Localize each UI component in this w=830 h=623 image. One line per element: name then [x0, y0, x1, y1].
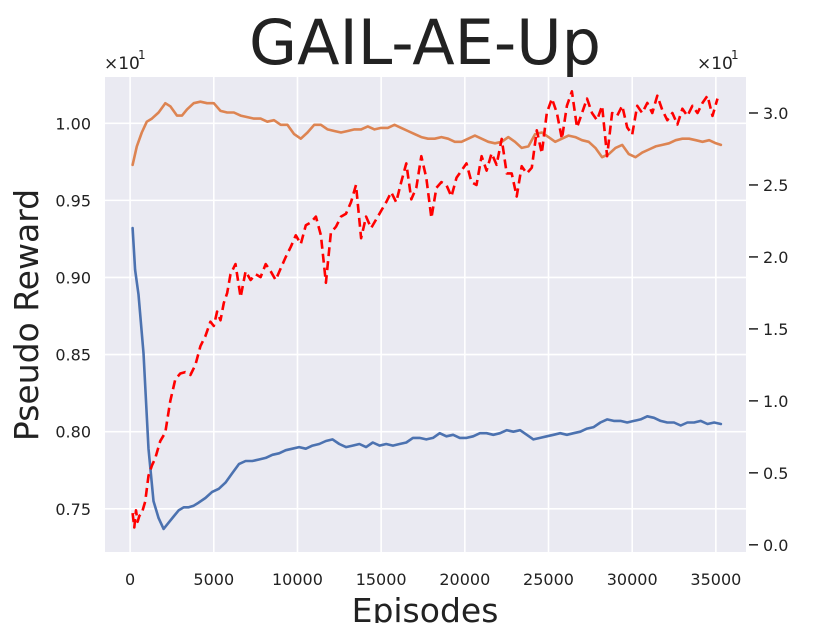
y2-tick-label: 0.0	[763, 536, 788, 555]
y-tick-label: 1.00	[55, 114, 91, 133]
x-tick-label: 10000	[272, 570, 323, 589]
left-multiplier-base: ×10	[104, 54, 140, 74]
series-lines	[131, 90, 723, 531]
series-line-1	[131, 226, 723, 531]
y2-tick-label: 1.5	[763, 320, 788, 339]
y2-tick-label: 2.5	[763, 176, 788, 195]
right-multiplier-exponent: 1	[731, 48, 739, 62]
y-axis-ticks: 0.75 0.80 0.85 0.90 0.95 1.00	[55, 114, 91, 519]
y-tick-label: 0.95	[55, 191, 91, 210]
grid	[105, 77, 746, 552]
x-tick-label: 15000	[356, 570, 407, 589]
x-tick-label: 20000	[439, 570, 490, 589]
y2-tick-label: 2.0	[763, 248, 788, 267]
y-tick-label: 0.75	[55, 500, 91, 519]
y-axis-label: Pseudo Reward	[7, 189, 46, 441]
y2-tick-label: 0.5	[763, 464, 788, 483]
left-multiplier-exponent: 1	[138, 48, 146, 62]
x-tick-label: 25000	[523, 570, 574, 589]
x-tick-label: 30000	[607, 570, 658, 589]
x-tick-label: 35000	[690, 570, 741, 589]
series-line-2	[131, 100, 723, 167]
y2-tick-label: 1.0	[763, 392, 788, 411]
series-line-3	[131, 90, 719, 529]
x-tick-label: 5000	[193, 570, 234, 589]
y-tick-label: 0.85	[55, 346, 91, 365]
x-axis-label: Episodes	[352, 591, 499, 623]
chart-title: GAIL-AE-Up	[249, 6, 601, 79]
left-axis-multiplier: ×10 1	[104, 48, 146, 74]
y2-tick-label: 3.0	[763, 104, 788, 123]
x-axis-ticks: 0 5000 10000 15000 20000 25000 30000 35000	[125, 570, 741, 589]
right-axis-multiplier: ×10 1	[697, 48, 739, 74]
right-multiplier-base: ×10	[697, 54, 733, 74]
y-tick-label: 0.80	[55, 423, 91, 442]
y2-axis-ticks: 0.0 0.5 1.0 1.5 2.0 2.5 3.0	[749, 104, 788, 555]
y-tick-label: 0.90	[55, 268, 91, 287]
x-tick-label: 0	[125, 570, 135, 589]
